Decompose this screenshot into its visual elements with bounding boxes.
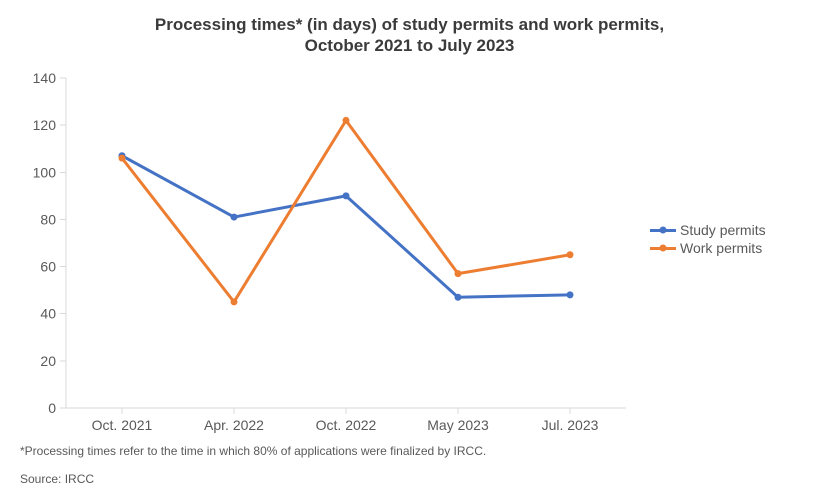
y-tick-label: 20 [40, 353, 56, 369]
series-marker-work [455, 270, 462, 277]
series-line-work [122, 120, 570, 301]
legend-item-work: Work permits [650, 240, 766, 256]
y-tick-label: 140 [33, 70, 57, 86]
legend-label: Work permits [680, 240, 762, 256]
series-marker-study [231, 214, 238, 221]
x-tick-label: Apr. 2022 [204, 417, 264, 433]
chart-legend: Study permits Work permits [650, 220, 766, 258]
chart-container: Processing times* (in days) of study per… [0, 0, 819, 500]
legend-swatch [650, 229, 676, 232]
x-tick-label: Oct. 2021 [92, 417, 153, 433]
y-tick-label: 100 [33, 164, 57, 180]
y-tick-label: 60 [40, 259, 56, 275]
legend-swatch [650, 247, 676, 250]
y-tick-label: 40 [40, 306, 56, 322]
series-marker-study [567, 291, 574, 298]
series-marker-work [343, 117, 350, 124]
series-marker-work [231, 298, 238, 305]
y-tick-label: 80 [40, 211, 56, 227]
legend-label: Study permits [680, 222, 766, 238]
chart-source: Source: IRCC [20, 472, 94, 486]
x-tick-label: Jul. 2023 [542, 417, 599, 433]
series-marker-study [343, 192, 350, 199]
chart-footnote: *Processing times refer to the time in w… [20, 444, 486, 458]
legend-item-study: Study permits [650, 222, 766, 238]
x-tick-label: Oct. 2022 [316, 417, 377, 433]
y-tick-label: 0 [48, 400, 56, 416]
x-tick-label: May 2023 [427, 417, 489, 433]
series-marker-work [567, 251, 574, 258]
y-tick-label: 120 [33, 117, 57, 133]
series-marker-study [455, 294, 462, 301]
series-marker-work [119, 155, 126, 162]
series-line-study [122, 156, 570, 297]
